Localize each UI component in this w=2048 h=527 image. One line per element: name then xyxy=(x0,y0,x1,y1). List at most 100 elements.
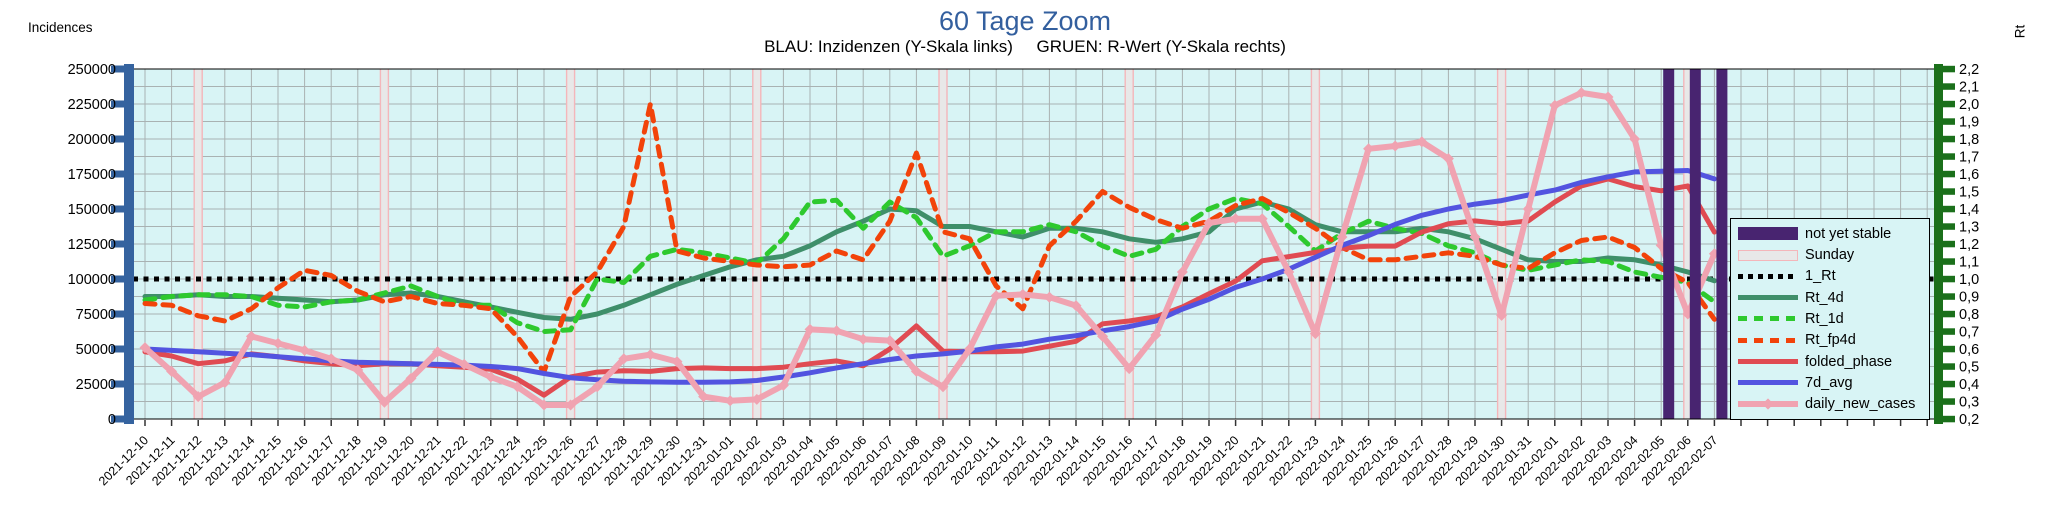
series-daily_new_cases-marker xyxy=(192,391,204,403)
left-axis-bar xyxy=(124,64,134,424)
series-daily_new_cases-marker xyxy=(1203,217,1215,229)
legend-item-rt-fp4d: Rt_fp4d xyxy=(1731,331,1929,350)
right-axis-tick xyxy=(1942,310,1955,318)
left-axis-tick-label: 250000 xyxy=(68,62,116,78)
series-daily_new_cases-marker xyxy=(937,381,949,393)
right-axis-tick-label: 1,3 xyxy=(1959,220,1979,236)
series-daily_new_cases-marker xyxy=(1123,363,1135,375)
series-daily_new_cases-marker xyxy=(698,391,710,403)
series-daily_new_cases-marker xyxy=(724,395,736,407)
right-axis-tick-label: 0,4 xyxy=(1959,377,1979,393)
right-axis-tick xyxy=(1942,153,1955,160)
right-axis-tick-label: 0,8 xyxy=(1959,307,1979,323)
right-axis-tick xyxy=(1942,223,1955,230)
legend-item-folded-phase: folded_phase xyxy=(1731,352,1929,371)
series-daily_new_cases-marker xyxy=(1070,300,1082,312)
series-daily_new_cases-marker xyxy=(432,346,444,358)
left-axis-tick xyxy=(111,65,125,73)
right-axis-tick xyxy=(1942,293,1955,300)
series-daily_new_cases-marker xyxy=(751,393,763,405)
series-daily_new_cases-marker xyxy=(1629,133,1641,145)
legend-swatch xyxy=(1738,359,1798,365)
right-axis-tick-label: 0,3 xyxy=(1959,395,1979,411)
right-axis-tick xyxy=(1942,118,1955,125)
right-axis-tick-label: 1,1 xyxy=(1959,255,1979,271)
right-axis-tick-label: 0,6 xyxy=(1959,342,1979,358)
right-axis-bar xyxy=(1934,64,1943,424)
legend-item-daily-new-cases: daily_new_cases xyxy=(1731,395,1929,414)
legend-box: not yet stable Sunday 1_Rt Rt_4d Rt_1d Rt_fp4… xyxy=(1730,218,1930,420)
series-daily_new_cases-marker xyxy=(990,290,1002,302)
series-daily_new_cases-marker xyxy=(511,381,523,393)
series-daily_new_cases-marker xyxy=(1336,231,1348,243)
right-axis-tick-label: 2,1 xyxy=(1959,80,1979,96)
left-axis-tick-label: 25000 xyxy=(76,377,116,393)
series-daily_new_cases-marker xyxy=(1363,143,1375,155)
right-axis-tick xyxy=(1942,415,1955,423)
left-axis-tick xyxy=(111,240,125,248)
right-axis-tick-label: 0,5 xyxy=(1959,360,1979,376)
legend-label: Sunday xyxy=(1805,247,1855,264)
left-axis-tick-label: 100000 xyxy=(68,272,116,288)
chart-title: 60 Tage Zoom xyxy=(938,6,1112,36)
series-daily_new_cases-marker xyxy=(1283,266,1295,278)
series-daily_new_cases-marker xyxy=(1150,329,1162,341)
legend-swatch xyxy=(1738,401,1798,408)
right-axis-tick xyxy=(1942,398,1955,405)
series-daily_new_cases-marker xyxy=(1602,91,1614,103)
series-daily_new_cases-marker xyxy=(618,353,630,365)
series-daily_new_cases-marker xyxy=(1522,203,1534,215)
right-axis-tick xyxy=(1942,135,1955,143)
right-axis-tick xyxy=(1942,65,1955,73)
right-axis-tick-label: 2,0 xyxy=(1959,97,1979,113)
series-daily_new_cases-marker xyxy=(964,343,976,355)
series-daily_new_cases-marker xyxy=(1230,213,1242,225)
not-yet-stable-bar xyxy=(1663,69,1675,419)
left-axis-tick xyxy=(111,135,125,143)
right-axis-tick-label: 1,5 xyxy=(1959,185,1979,201)
left-axis-tick xyxy=(111,345,125,353)
series-daily_new_cases-marker xyxy=(485,371,497,383)
legend-swatch xyxy=(1738,273,1798,279)
sunday-band xyxy=(1125,69,1134,419)
sunday-band xyxy=(752,69,761,419)
series-daily_new_cases-marker xyxy=(352,364,364,376)
right-axis-tick xyxy=(1942,188,1955,195)
series-daily_new_cases-marker xyxy=(1575,87,1587,99)
series-daily_new_cases-marker xyxy=(538,399,550,411)
series-daily_new_cases-marker xyxy=(1256,213,1268,225)
left-axis-tick-label: 125000 xyxy=(68,237,116,253)
series-daily_new_cases-marker xyxy=(1389,140,1401,152)
sunday-band xyxy=(380,69,389,419)
left-axis-tick-label: 75000 xyxy=(76,307,116,323)
sunday-band xyxy=(1683,69,1692,419)
right-axis-tick xyxy=(1942,240,1955,248)
series-daily_new_cases-marker xyxy=(219,377,231,389)
right-axis-tick-label: 1,8 xyxy=(1959,132,1979,148)
left-axis-tick-label: 225000 xyxy=(68,97,116,113)
left-axis-tick xyxy=(111,170,125,178)
right-axis-tick-label: 0,9 xyxy=(1959,290,1979,306)
right-axis-tick xyxy=(1942,83,1955,90)
right-axis-tick-label: 1,6 xyxy=(1959,167,1979,183)
series-daily_new_cases-marker xyxy=(644,349,656,361)
left-axis-title: Incidences xyxy=(28,20,93,35)
legend-label: 7d_avg xyxy=(1805,374,1853,391)
right-axis-tick xyxy=(1942,170,1955,178)
series-daily_new_cases-marker xyxy=(378,396,390,408)
right-axis-tick-label: 1,0 xyxy=(1959,272,1979,288)
right-axis-tick xyxy=(1942,345,1955,353)
right-axis-tick xyxy=(1942,205,1955,213)
right-axis-tick xyxy=(1942,275,1955,283)
series-daily_new_cases-marker xyxy=(245,330,257,342)
legend-label: 1_Rt xyxy=(1805,268,1836,285)
series-daily_new_cases-marker xyxy=(1469,231,1481,243)
legend-item-rt-4d: Rt_4d xyxy=(1731,288,1929,307)
right-axis-tick xyxy=(1942,363,1955,370)
series-daily_new_cases-marker xyxy=(325,353,337,365)
series-daily_new_cases-marker xyxy=(857,333,869,345)
series-daily_new_cases-marker xyxy=(671,356,683,368)
series-daily_new_cases-marker xyxy=(910,365,922,377)
legend-label: Rt_1d xyxy=(1805,310,1844,327)
legend-label: Rt_4d xyxy=(1805,289,1844,306)
